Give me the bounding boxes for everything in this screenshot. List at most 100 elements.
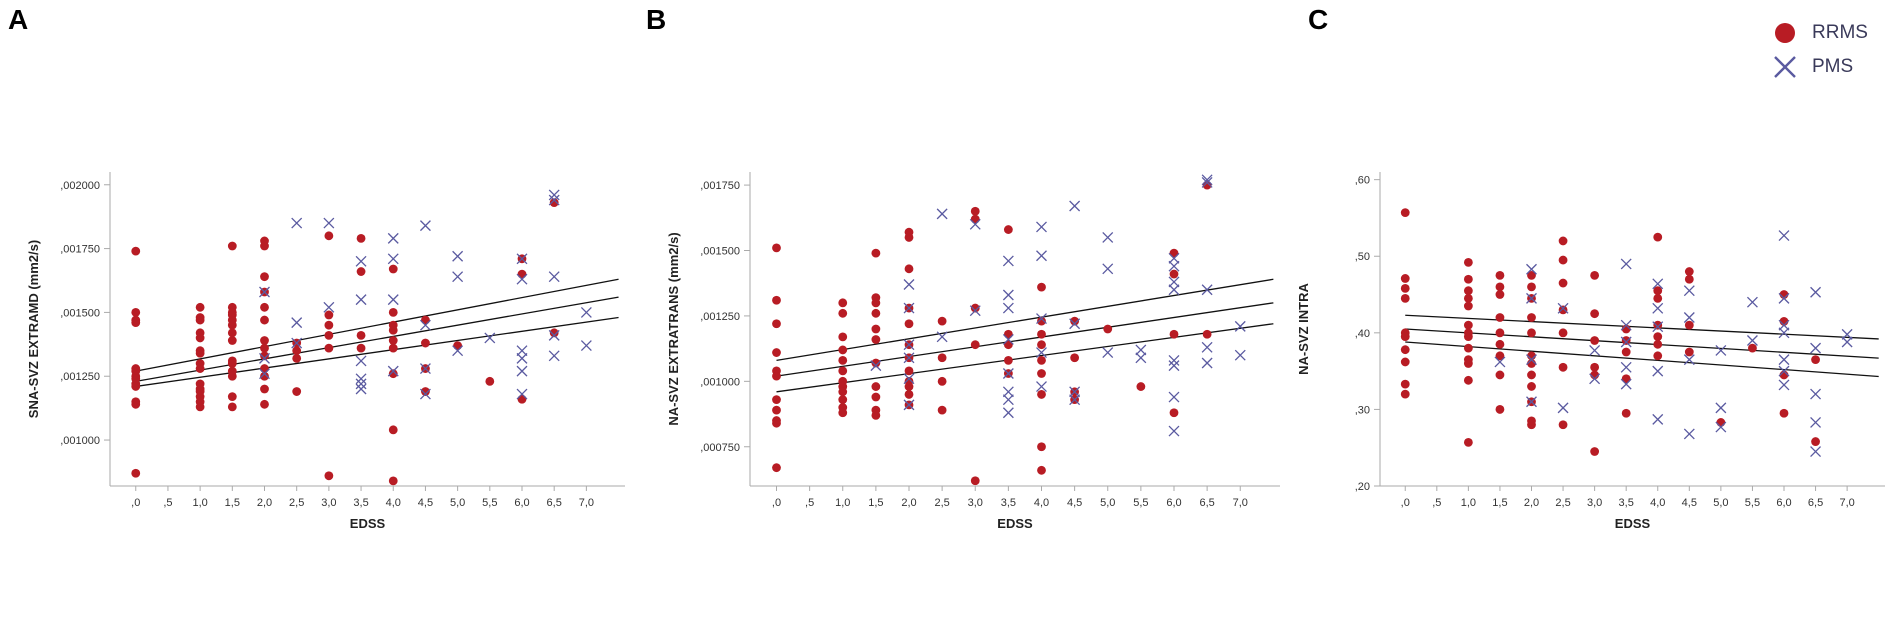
c0-rrms-point [388, 476, 398, 486]
c1-pms-point [1168, 354, 1180, 366]
c1-rrms-point [1037, 442, 1046, 452]
c0-rrms-point [388, 308, 398, 317]
c0-rrms-point [324, 310, 334, 320]
c2-rrms-point [1527, 420, 1536, 430]
c0-x-tick-label: 7,0 [579, 497, 594, 509]
c1-rrms-point [1037, 356, 1046, 365]
c0-rrms-point [388, 343, 398, 353]
c1-rrms-point [1070, 353, 1080, 363]
c0-x-tick-label: 2,5 [289, 497, 304, 509]
c1-fit-line [776, 302, 1274, 377]
c0-rrms-point [260, 336, 269, 345]
c0-rrms-point [227, 241, 237, 251]
c2-pms-point [1778, 379, 1790, 391]
c2-rrms-point [1684, 274, 1694, 284]
c0-y-tick-label: ,002000 [60, 180, 100, 192]
c2-x-tick-label: 1,5 [1492, 497, 1507, 509]
c0-pms-point [355, 373, 367, 385]
c0-x-tick-label: 1,5 [225, 497, 240, 509]
c2-rrms-point [1495, 328, 1505, 338]
c2-pms-point [1589, 373, 1601, 385]
c0-pms-point [355, 378, 367, 390]
c1-pms-point [1002, 289, 1014, 301]
c0-rrms-point [260, 351, 269, 361]
c0-rrms-point [227, 359, 237, 368]
c2-pms-point [1494, 356, 1506, 368]
c0-y-tick-label: ,001500 [60, 307, 100, 319]
c2-rrms-point [1653, 232, 1663, 242]
c2-rrms-point [1463, 257, 1473, 267]
panel-letter-c: C [1308, 4, 1329, 35]
panel-letter-a: A [8, 4, 29, 35]
c1-pms-point [1002, 302, 1014, 314]
c2-rrms-point [1653, 351, 1663, 361]
c2-pms-point [1810, 388, 1822, 400]
c1-rrms-point [904, 319, 914, 329]
c0-pms-point [580, 340, 592, 352]
c1-pms-point [1135, 344, 1147, 356]
c1-rrms-point [871, 324, 881, 334]
c0-rrms-point [388, 336, 398, 345]
c0-pms-point [419, 388, 431, 400]
c0-rrms-point [356, 330, 366, 340]
c2-pms-point [1715, 402, 1727, 414]
c2-x-tick-label: 4,0 [1650, 497, 1665, 509]
c0-y-tick-label: ,001750 [60, 244, 100, 256]
c2-rrms-point [1463, 274, 1473, 284]
c1-rrms-point [970, 340, 980, 350]
c1-pms-point [936, 208, 948, 220]
c1-x-tick-label: 1,0 [835, 497, 850, 509]
c0-rrms-point [227, 336, 237, 345]
c1-pms-point [1036, 250, 1047, 262]
c0-pms-point [580, 306, 592, 318]
c1-y-tick-label: ,001000 [700, 376, 740, 388]
c2-rrms-point [1684, 320, 1694, 330]
c1-rrms-point [1169, 248, 1179, 258]
chart-b: ,000750 ,001000 ,001250 ,001500 ,001750 ,0 ,5 1… [666, 172, 1280, 531]
c1-rrms-point [838, 408, 848, 418]
c2-rrms-point [1463, 320, 1473, 330]
c1-pms-point [1201, 284, 1213, 296]
c2-pms-point [1683, 428, 1695, 440]
c0-rrms-point [421, 315, 430, 325]
c0-x-tick-label: 5,0 [450, 497, 465, 509]
c0-rrms-point [260, 302, 269, 312]
c0-x-tick-label: ,5 [163, 497, 172, 509]
c2-rrms-point [1400, 274, 1410, 283]
c0-rrms-point [131, 399, 141, 409]
c1-x-tick-label: 2,0 [901, 497, 916, 509]
c0-x-tick-label: 4,5 [418, 497, 433, 509]
c2-rrms-point [1463, 375, 1473, 385]
c2-rrms-point [1463, 343, 1473, 353]
c0-pms-point [484, 332, 496, 344]
c2-ci-high-line [1405, 314, 1879, 340]
c1-y-axis-label: NA-SVZ EXTRATRANS (mm2/s) [666, 232, 681, 425]
c1-y-tick-label: ,000750 [700, 442, 740, 454]
c0-y-tick-label: ,001250 [60, 371, 100, 383]
c1-rrms-point [1037, 465, 1046, 475]
c2-rrms-point [1590, 270, 1600, 280]
c0-rrms-point [227, 402, 237, 412]
c2-rrms-point [1558, 328, 1568, 338]
c0-pms-point [291, 317, 303, 329]
c1-rrms-point [1202, 329, 1212, 339]
c1-rrms-point [937, 405, 947, 415]
c1-x-tick-label: 5,5 [1133, 497, 1148, 509]
c2-x-tick-label: 6,5 [1808, 497, 1823, 509]
c1-rrms-point [970, 214, 980, 224]
c0-pms-point [516, 352, 528, 364]
c1-pms-point [1168, 284, 1180, 296]
c0-rrms-point [324, 320, 334, 330]
c2-pms-point [1715, 421, 1727, 433]
c0-pms-point [452, 250, 464, 262]
c2-rrms-point [1463, 332, 1473, 342]
c0-rrms-point [131, 382, 141, 391]
c2-pms-point [1746, 296, 1758, 308]
c2-rrms-point [1400, 284, 1410, 293]
c1-pms-point [1102, 231, 1114, 243]
c1-rrms-point [970, 476, 980, 486]
c2-rrms-point [1400, 345, 1410, 355]
c0-rrms-point [485, 376, 495, 386]
c2-pms-point [1620, 336, 1632, 348]
c0-y-axis-label: SNA-SVZ EXTRAMD (mm2/s) [26, 240, 41, 418]
